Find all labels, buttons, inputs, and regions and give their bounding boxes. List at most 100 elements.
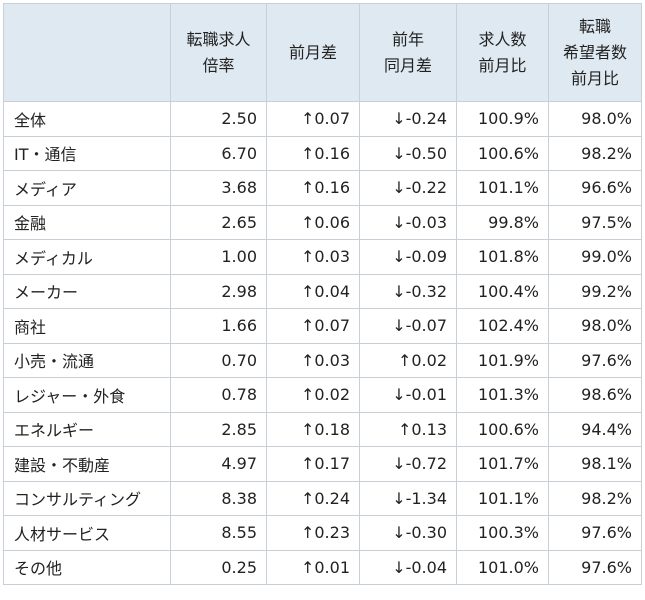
month-diff-cell: ↑0.02 bbox=[266, 377, 360, 413]
table-row: 金融 2.65 ↑0.06 ↓-0.03 99.8% 97.5% bbox=[3, 204, 642, 240]
ratio-cell: 1.00 bbox=[170, 239, 267, 275]
category-cell: その他 bbox=[3, 549, 171, 585]
table-row: その他 0.25 ↑0.01 ↓-0.04 101.0% 97.6% bbox=[3, 549, 642, 585]
seekers-mom-cell: 98.0% bbox=[548, 101, 642, 137]
header-text-line: 転職 bbox=[578, 16, 611, 36]
seekers-mom-cell: 99.0% bbox=[548, 239, 642, 275]
year-diff-cell: ↓-0.30 bbox=[359, 515, 457, 551]
ratio-cell: 6.70 bbox=[170, 135, 267, 171]
openings-mom-cell: 102.4% bbox=[456, 308, 549, 344]
table-row: 全体 2.50 ↑0.07 ↓-0.24 100.9% 98.0% bbox=[3, 101, 642, 137]
header-text-line: 求人数 bbox=[478, 29, 527, 49]
openings-mom-cell: 100.3% bbox=[456, 515, 549, 551]
year-diff-cell: ↓-0.32 bbox=[359, 273, 457, 309]
month-diff-cell: ↑0.18 bbox=[266, 411, 360, 447]
seekers-mom-cell: 98.2% bbox=[548, 480, 642, 516]
category-cell: IT・通信 bbox=[3, 135, 171, 171]
category-cell: 全体 bbox=[3, 101, 171, 137]
month-diff-cell: ↑0.16 bbox=[266, 135, 360, 171]
openings-mom-cell: 99.8% bbox=[456, 204, 549, 240]
category-cell: レジャー・外食 bbox=[3, 377, 171, 413]
category-cell: 人材サービス bbox=[3, 515, 171, 551]
table-row: メディカル 1.00 ↑0.03 ↓-0.09 101.8% 99.0% bbox=[3, 239, 642, 275]
month-diff-cell: ↑0.03 bbox=[266, 239, 360, 275]
seekers-mom-cell: 98.0% bbox=[548, 308, 642, 344]
table-header: 転職求人 倍率 前月差 前年 同月差 求人数 前月比 転職 希望者数 前月比 bbox=[3, 3, 642, 102]
seekers-mom-cell: 97.6% bbox=[548, 549, 642, 585]
seekers-mom-cell: 99.2% bbox=[548, 273, 642, 309]
table-row: メディア 3.68 ↑0.16 ↓-0.22 101.1% 96.6% bbox=[3, 170, 642, 206]
table-row: メーカー 2.98 ↑0.04 ↓-0.32 100.4% 99.2% bbox=[3, 273, 642, 309]
month-diff-cell: ↑0.16 bbox=[266, 170, 360, 206]
job-ratio-table-container: 転職求人 倍率 前月差 前年 同月差 求人数 前月比 転職 希望者数 前月比 全体 2.50 ↑0.0… bbox=[3, 3, 642, 585]
year-diff-cell: ↓-0.07 bbox=[359, 308, 457, 344]
category-cell: エネルギー bbox=[3, 411, 171, 447]
year-diff-cell: ↓-0.50 bbox=[359, 135, 457, 171]
table-row: IT・通信 6.70 ↑0.16 ↓-0.50 100.6% 98.2% bbox=[3, 135, 642, 171]
year-diff-cell: ↑0.13 bbox=[359, 411, 457, 447]
openings-mom-cell: 101.1% bbox=[456, 480, 549, 516]
ratio-cell: 3.68 bbox=[170, 170, 267, 206]
openings-mom-cell: 100.4% bbox=[456, 273, 549, 309]
openings-mom-cell: 101.3% bbox=[456, 377, 549, 413]
header-text-line: 同月差 bbox=[383, 55, 432, 75]
seekers-mom-cell: 98.1% bbox=[548, 446, 642, 482]
year-diff-cell: ↓-1.34 bbox=[359, 480, 457, 516]
month-diff-cell: ↑0.07 bbox=[266, 101, 360, 137]
table-row: コンサルティング 8.38 ↑0.24 ↓-1.34 101.1% 98.2% bbox=[3, 480, 642, 516]
table-row: 商社 1.66 ↑0.07 ↓-0.07 102.4% 98.0% bbox=[3, 308, 642, 344]
year-diff-cell: ↓-0.03 bbox=[359, 204, 457, 240]
header-month-diff: 前月差 bbox=[266, 3, 360, 102]
category-cell: メディア bbox=[3, 170, 171, 206]
table-body: 全体 2.50 ↑0.07 ↓-0.24 100.9% 98.0% IT・通信 6.70 ↑0.… bbox=[3, 101, 642, 585]
ratio-cell: 2.98 bbox=[170, 273, 267, 309]
seekers-mom-cell: 97.6% bbox=[548, 342, 642, 378]
ratio-cell: 1.66 bbox=[170, 308, 267, 344]
seekers-mom-cell: 97.6% bbox=[548, 515, 642, 551]
header-text-line: 転職求人 bbox=[186, 29, 251, 49]
header-seekers-mom: 転職 希望者数 前月比 bbox=[548, 3, 642, 102]
ratio-cell: 8.38 bbox=[170, 480, 267, 516]
year-diff-cell: ↓-0.09 bbox=[359, 239, 457, 275]
year-diff-cell: ↓-0.24 bbox=[359, 101, 457, 137]
ratio-cell: 2.50 bbox=[170, 101, 267, 137]
year-diff-cell: ↓-0.04 bbox=[359, 549, 457, 585]
year-diff-cell: ↓-0.01 bbox=[359, 377, 457, 413]
ratio-cell: 8.55 bbox=[170, 515, 267, 551]
ratio-cell: 2.65 bbox=[170, 204, 267, 240]
year-diff-cell: ↓-0.72 bbox=[359, 446, 457, 482]
month-diff-cell: ↑0.04 bbox=[266, 273, 360, 309]
openings-mom-cell: 101.1% bbox=[456, 170, 549, 206]
year-diff-cell: ↑0.02 bbox=[359, 342, 457, 378]
category-cell: 建設・不動産 bbox=[3, 446, 171, 482]
openings-mom-cell: 101.7% bbox=[456, 446, 549, 482]
category-cell: 商社 bbox=[3, 308, 171, 344]
openings-mom-cell: 101.8% bbox=[456, 239, 549, 275]
category-cell: 小売・流通 bbox=[3, 342, 171, 378]
ratio-cell: 0.70 bbox=[170, 342, 267, 378]
seekers-mom-cell: 98.6% bbox=[548, 377, 642, 413]
header-text-line: 前月比 bbox=[478, 55, 527, 75]
month-diff-cell: ↑0.17 bbox=[266, 446, 360, 482]
header-year-diff: 前年 同月差 bbox=[359, 3, 457, 102]
seekers-mom-cell: 96.6% bbox=[548, 170, 642, 206]
month-diff-cell: ↑0.06 bbox=[266, 204, 360, 240]
month-diff-cell: ↑0.01 bbox=[266, 549, 360, 585]
category-cell: メディカル bbox=[3, 239, 171, 275]
header-text-line: 前月差 bbox=[288, 42, 337, 62]
header-job-offer-ratio: 転職求人 倍率 bbox=[170, 3, 267, 102]
ratio-cell: 0.78 bbox=[170, 377, 267, 413]
header-row: 転職求人 倍率 前月差 前年 同月差 求人数 前月比 転職 希望者数 前月比 bbox=[3, 3, 642, 102]
header-text-line: 希望者数 bbox=[562, 42, 627, 62]
header-text-line: 前年 bbox=[391, 29, 424, 49]
category-cell: メーカー bbox=[3, 273, 171, 309]
header-category bbox=[3, 3, 171, 102]
openings-mom-cell: 100.6% bbox=[456, 135, 549, 171]
table-row: 人材サービス 8.55 ↑0.23 ↓-0.30 100.3% 97.6% bbox=[3, 515, 642, 551]
openings-mom-cell: 100.6% bbox=[456, 411, 549, 447]
seekers-mom-cell: 98.2% bbox=[548, 135, 642, 171]
table-row: レジャー・外食 0.78 ↑0.02 ↓-0.01 101.3% 98.6% bbox=[3, 377, 642, 413]
month-diff-cell: ↑0.23 bbox=[266, 515, 360, 551]
seekers-mom-cell: 97.5% bbox=[548, 204, 642, 240]
year-diff-cell: ↓-0.22 bbox=[359, 170, 457, 206]
